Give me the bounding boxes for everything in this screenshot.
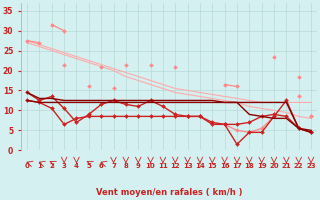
X-axis label: Vent moyen/en rafales ( km/h ): Vent moyen/en rafales ( km/h ): [96, 188, 242, 197]
